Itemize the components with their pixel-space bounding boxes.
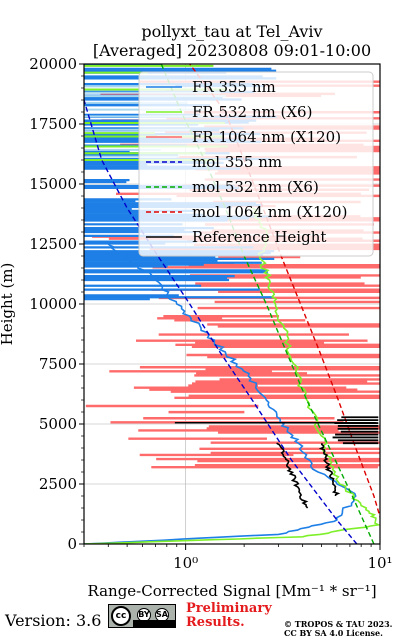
legend-label-fr532: FR 532 nm (X6)	[192, 103, 312, 121]
x-axis-label: Range-Corrected Signal [Mm⁻¹ * sr⁻¹]	[87, 582, 376, 600]
series-line-mol532	[160, 64, 375, 544]
copyright-line-2: CC BY SA 4.0 License.	[284, 628, 383, 638]
cc-license-badge: cc BY SA	[108, 604, 176, 628]
reference-height-trace	[276, 442, 309, 509]
series-line-fr532	[84, 207, 380, 544]
legend-label-ref: Reference Height	[192, 228, 326, 246]
y-tick-label: 0	[67, 535, 77, 553]
y-axis-ticks: 0 2500 5000 7500 10000 12500 15000 17500 20000	[29, 55, 84, 553]
y-tick-label: 7500	[39, 355, 77, 373]
y-tick-label: 5000	[39, 415, 77, 433]
y-tick-label: 20000	[29, 55, 77, 73]
series-line-fr355	[84, 243, 357, 544]
version-label: Version: 3.6	[5, 611, 102, 630]
y-tick-label: 17500	[29, 115, 77, 133]
preliminary-line-2: Results.	[186, 615, 245, 630]
y-axis-label: Height (m)	[0, 263, 16, 346]
y-tick-label: 10000	[29, 295, 77, 313]
cc-badge-strip	[133, 620, 175, 627]
legend-label-fr1064: FR 1064 nm (X120)	[192, 128, 341, 146]
x-tick-label: 10¹	[367, 554, 392, 572]
x-axis-ticks: 10⁰ 10¹	[83, 544, 393, 572]
cc-icon: cc	[111, 606, 131, 626]
reference-height-trace	[318, 443, 341, 497]
x-tick-label: 10⁰	[173, 554, 198, 572]
legend-label-fr355: FR 355 nm	[192, 78, 276, 96]
preliminary-results-note: Preliminary Results.	[186, 602, 272, 630]
y-tick-label: 2500	[39, 475, 77, 493]
y-tick-label: 15000	[29, 175, 77, 193]
copyright-line-1: © TROPOS & TAU 2023.	[284, 619, 393, 629]
copyright-note: © TROPOS & TAU 2023. CC BY SA 4.0 Licens…	[284, 620, 392, 638]
legend-label-mol532: mol 532 nm (X6)	[192, 178, 319, 196]
chart-title: pollyxt_tau at Tel_Aviv	[141, 22, 323, 41]
by-icon: BY	[137, 608, 151, 622]
legend-label-mol1064: mol 1064 nm (X120)	[192, 203, 347, 221]
legend-label-mol355: mol 355 nm	[192, 153, 282, 171]
chart-subtitle: [Averaged] 20230808 09:01-10:00	[92, 41, 372, 60]
legend-box	[138, 71, 374, 257]
data-lines	[84, 64, 380, 544]
preliminary-line-1: Preliminary	[186, 601, 272, 616]
legend: FR 355 nm FR 532 nm (X6) FR 1064 nm (X120)…	[138, 71, 374, 257]
chart-svg: 0 2500 5000 7500 10000 12500 15000 17500 20000 1…	[0, 55, 393, 600]
series-line-mol355	[84, 99, 358, 544]
y-tick-label: 12500	[29, 235, 77, 253]
